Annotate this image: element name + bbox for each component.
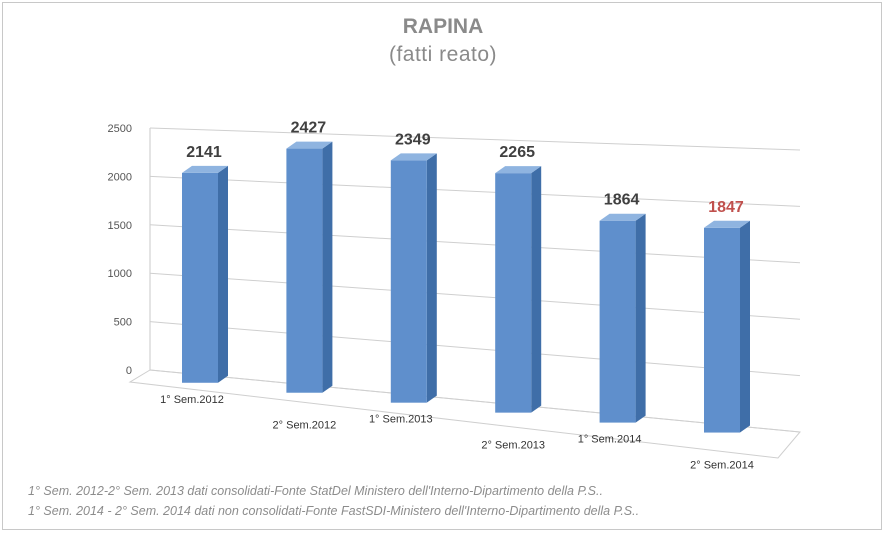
y-tick-label: 1000 xyxy=(108,268,132,280)
bar-top xyxy=(286,141,333,149)
x-tick-label: 1° Sem.2012 xyxy=(160,394,224,406)
footnote-not-consolidated: 1° Sem. 2014 - 2° Sem. 2014 dati non con… xyxy=(28,504,640,518)
data-label: 2141 xyxy=(186,144,222,161)
footnote-consolidated: 1° Sem. 2012-2° Sem. 2013 dati consolida… xyxy=(28,484,603,498)
data-label: 2265 xyxy=(499,144,535,161)
data-label: 1847 xyxy=(708,199,744,216)
bar xyxy=(390,160,427,403)
x-tick-label: 1° Sem.2013 xyxy=(369,414,433,426)
bar-top xyxy=(599,213,646,221)
bar-top xyxy=(495,166,542,174)
floor-plane xyxy=(128,369,801,459)
x-tick-label: 2° Sem.2014 xyxy=(690,460,754,472)
bar-top xyxy=(182,165,228,173)
chart-subtitle: (fatti reato) xyxy=(388,43,498,66)
y-tick-label: 500 xyxy=(114,317,132,329)
x-tick-label: 1° Sem.2014 xyxy=(578,434,642,446)
gridline xyxy=(149,175,801,207)
bar xyxy=(182,172,218,383)
data-label: 2349 xyxy=(395,131,431,148)
data-label: 1864 xyxy=(604,192,640,209)
bar-side xyxy=(218,165,228,383)
gridline xyxy=(149,127,801,151)
bar xyxy=(704,227,740,433)
gridline xyxy=(149,321,801,377)
bar-side xyxy=(635,213,646,423)
y-tick-label: 2500 xyxy=(108,123,132,135)
bar-top xyxy=(390,153,437,161)
y-tick-label: 2000 xyxy=(108,171,132,183)
x-tick-label: 2° Sem.2013 xyxy=(481,440,545,452)
bar-side xyxy=(322,141,333,393)
x-tick-label: 2° Sem.2012 xyxy=(273,420,337,432)
bar-side xyxy=(531,166,542,413)
data-label: 2427 xyxy=(291,120,327,137)
chart-title: RAPINA xyxy=(402,15,484,38)
bar-side xyxy=(740,220,750,433)
bar-side xyxy=(426,153,437,403)
bar xyxy=(599,220,636,423)
y-tick-label: 0 xyxy=(126,365,132,377)
bar xyxy=(286,148,323,393)
y-tick-label: 1500 xyxy=(108,220,132,232)
gridline xyxy=(149,272,801,320)
bar xyxy=(495,173,532,413)
bar-top xyxy=(704,220,750,228)
gridline xyxy=(149,224,801,264)
